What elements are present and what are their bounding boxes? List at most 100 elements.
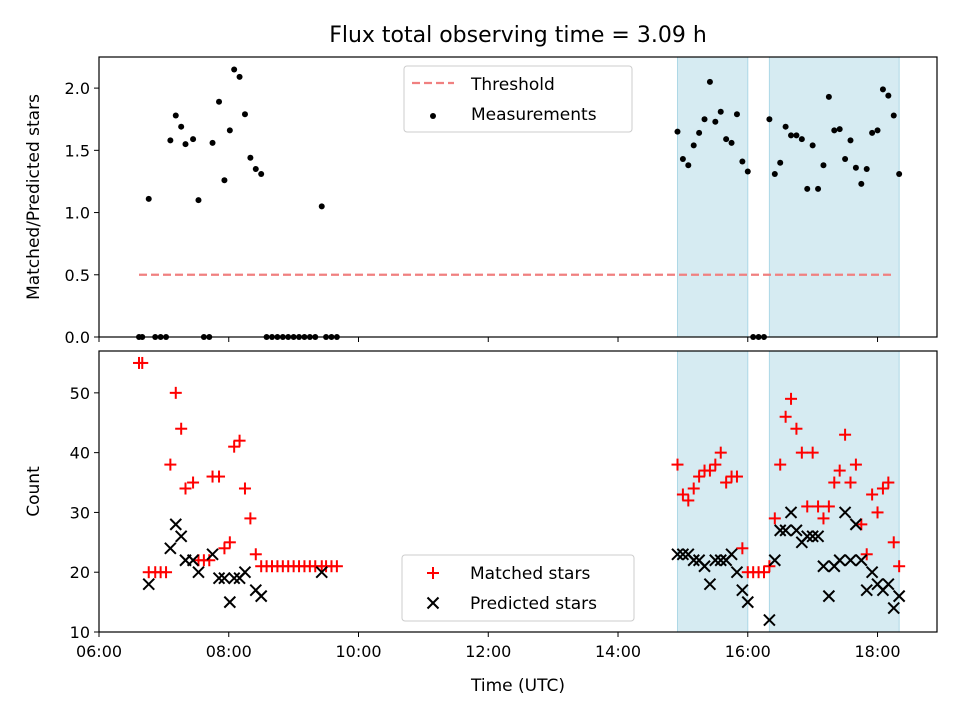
x-tick-label: 06:00	[76, 642, 122, 661]
y-tick-label: 1.5	[65, 141, 90, 160]
measurement-point	[679, 156, 686, 163]
y-tick-label: 0.0	[65, 328, 90, 347]
x-tick-label: 14:00	[595, 642, 641, 661]
matched-star-point	[164, 458, 177, 471]
y-tick-label: 20	[70, 563, 90, 582]
matched-star-point	[720, 476, 733, 489]
predicted-star-point	[741, 595, 754, 609]
legend-matched-swatch	[427, 567, 439, 579]
bottom-legend: Matched stars Predicted stars	[401, 554, 635, 622]
y-tick-label: 50	[70, 384, 90, 403]
matched-star-point	[709, 458, 722, 471]
measurement-point	[318, 203, 325, 210]
measurement-point	[723, 136, 730, 143]
predicted-star-point	[892, 589, 906, 603]
legend-predicted-swatch	[426, 596, 440, 610]
matched-star-point	[671, 458, 684, 471]
predicted-star-point	[801, 530, 814, 543]
measurement-point	[739, 158, 746, 165]
measurement-point	[167, 137, 174, 144]
measurement-point	[733, 111, 740, 118]
predicted-star-point	[844, 554, 857, 567]
predicted-star-point	[714, 554, 727, 567]
measurement-point	[842, 156, 849, 163]
predicted-star-point	[227, 571, 241, 585]
y-axis-label: Count	[24, 466, 44, 517]
matched-star-point	[887, 536, 900, 549]
matched-star-point	[893, 560, 906, 573]
matched-star-point	[714, 446, 727, 459]
legend-box	[403, 65, 633, 133]
matched-star-point	[175, 422, 188, 435]
matched-star-point	[806, 446, 819, 459]
measurement-point	[701, 116, 708, 123]
matched-star-point	[801, 500, 814, 513]
measurement-point	[231, 66, 238, 73]
bottom-panel: 10 20 30 40 50 06:00 08:00 10:00 12:00 14:00 16:00…	[24, 350, 938, 696]
predicted-star-point	[142, 577, 155, 591]
shaded-region-1	[676, 350, 749, 633]
predicted-star-point	[687, 554, 700, 567]
predicted-star-point	[703, 577, 717, 591]
measurement-point	[145, 195, 152, 202]
predicted-star-point	[254, 589, 268, 603]
measurement-point	[782, 123, 789, 130]
measurement-point	[804, 185, 811, 192]
bottom-axes: 10 20 30 40 50 06:00 08:00 10:00 12:00 14:00 16:00…	[24, 350, 938, 696]
y-tick-label: 10	[70, 623, 90, 642]
predicted-star-point	[736, 583, 749, 597]
measurement-point	[696, 129, 703, 136]
legend-measurements-label: Measurements	[471, 105, 597, 125]
predicted-star-point	[790, 524, 803, 537]
measurement-point	[890, 112, 897, 119]
matched-star-point	[160, 566, 173, 579]
predicted-star-point	[882, 577, 895, 591]
predicted-star-point	[774, 524, 787, 537]
matched-star-point	[860, 548, 873, 561]
matched-star-point	[812, 500, 825, 513]
matched-star-point	[179, 482, 192, 495]
measurement-point	[221, 177, 228, 184]
measurement-point	[771, 170, 778, 177]
predicted-star-point	[709, 554, 722, 567]
matched-star-point	[244, 512, 257, 525]
matched-star-point	[822, 500, 835, 513]
predicted-star-point	[206, 548, 219, 561]
predicted-star-point	[838, 506, 852, 519]
legend-matched-label: Matched stars	[470, 564, 590, 584]
matched-star-point	[828, 476, 841, 489]
measurement-point	[874, 127, 881, 134]
measurement-point	[258, 170, 265, 177]
measurement-point	[172, 112, 179, 119]
measurement-point	[706, 78, 713, 85]
matched-star-point	[136, 356, 149, 369]
measurement-point	[766, 116, 773, 123]
matched-star-point	[779, 410, 792, 423]
matched-star-point	[693, 470, 706, 483]
predicted-star-point	[779, 524, 792, 537]
measurement-point	[836, 126, 843, 133]
matched-star-point	[703, 464, 716, 477]
plot-frame	[98, 56, 938, 338]
matched-star-point	[228, 440, 241, 453]
legend-measurements-swatch	[430, 113, 436, 119]
measurement-point	[815, 185, 822, 192]
measurement-point	[820, 162, 827, 169]
shaded-region-1	[676, 56, 749, 338]
predicted-star-point	[730, 566, 744, 579]
measurement-point	[777, 159, 784, 166]
matched-star-point	[876, 482, 889, 495]
y-tick-label: 0.5	[65, 266, 90, 285]
measurement-point	[252, 166, 259, 172]
shaded-region-2	[768, 56, 900, 338]
measurement-point	[896, 170, 903, 177]
matched-star-point	[774, 458, 787, 471]
measurement-point	[885, 92, 892, 99]
predicted-star-point	[887, 601, 900, 615]
measurement-point	[247, 154, 254, 161]
measurement-point	[793, 132, 800, 139]
matched-star-point	[249, 548, 262, 561]
x-tick-label: 12:00	[465, 642, 511, 661]
matched-star-point	[213, 470, 226, 483]
